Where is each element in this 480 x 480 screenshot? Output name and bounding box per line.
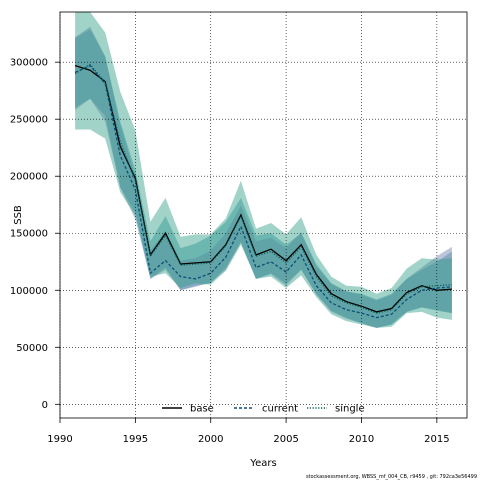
footnote: stockassessment.org, WBSS_mf_004_CB, r94… xyxy=(306,474,477,480)
y-tick-label-250000: 250000 xyxy=(10,115,48,126)
legend-label-single: single xyxy=(335,404,365,415)
confidence-bands xyxy=(75,12,452,328)
plot-frame xyxy=(59,11,468,419)
line-single xyxy=(74,63,452,314)
y-axis-ticks: 0 50000 100000 150000 200000 250000 300000 xyxy=(10,58,60,411)
band-single xyxy=(75,12,452,328)
x-tick-label-2010: 2010 xyxy=(349,434,374,445)
band-current xyxy=(75,26,452,328)
band-base xyxy=(75,29,452,328)
y-tick-label-200000: 200000 xyxy=(10,172,48,183)
x-tick-label-2000: 2000 xyxy=(198,434,223,445)
x-tick-label-1990: 1990 xyxy=(47,434,72,445)
y-tick-label-100000: 100000 xyxy=(10,286,48,297)
line-current xyxy=(74,64,452,319)
y-tick-label-300000: 300000 xyxy=(10,58,48,69)
legend-label-current: current xyxy=(262,404,298,415)
y-tick-label-50000: 50000 xyxy=(16,343,48,354)
y-tick-label-150000: 150000 xyxy=(10,229,48,240)
y-tick-label-0: 0 xyxy=(42,400,48,411)
x-tick-label-2015: 2015 xyxy=(424,434,449,445)
legend: base current single xyxy=(162,404,365,415)
x-axis-title: Years xyxy=(249,458,276,469)
grid-lines xyxy=(59,12,467,418)
y-axis-title: SSB xyxy=(13,205,24,225)
x-axis-ticks: 1990 1995 2000 2005 2010 2015 xyxy=(47,418,450,445)
series-lines xyxy=(74,63,452,319)
legend-label-base: base xyxy=(190,404,214,415)
x-tick-label-1995: 1995 xyxy=(123,434,148,445)
x-tick-label-2005: 2005 xyxy=(273,434,298,445)
